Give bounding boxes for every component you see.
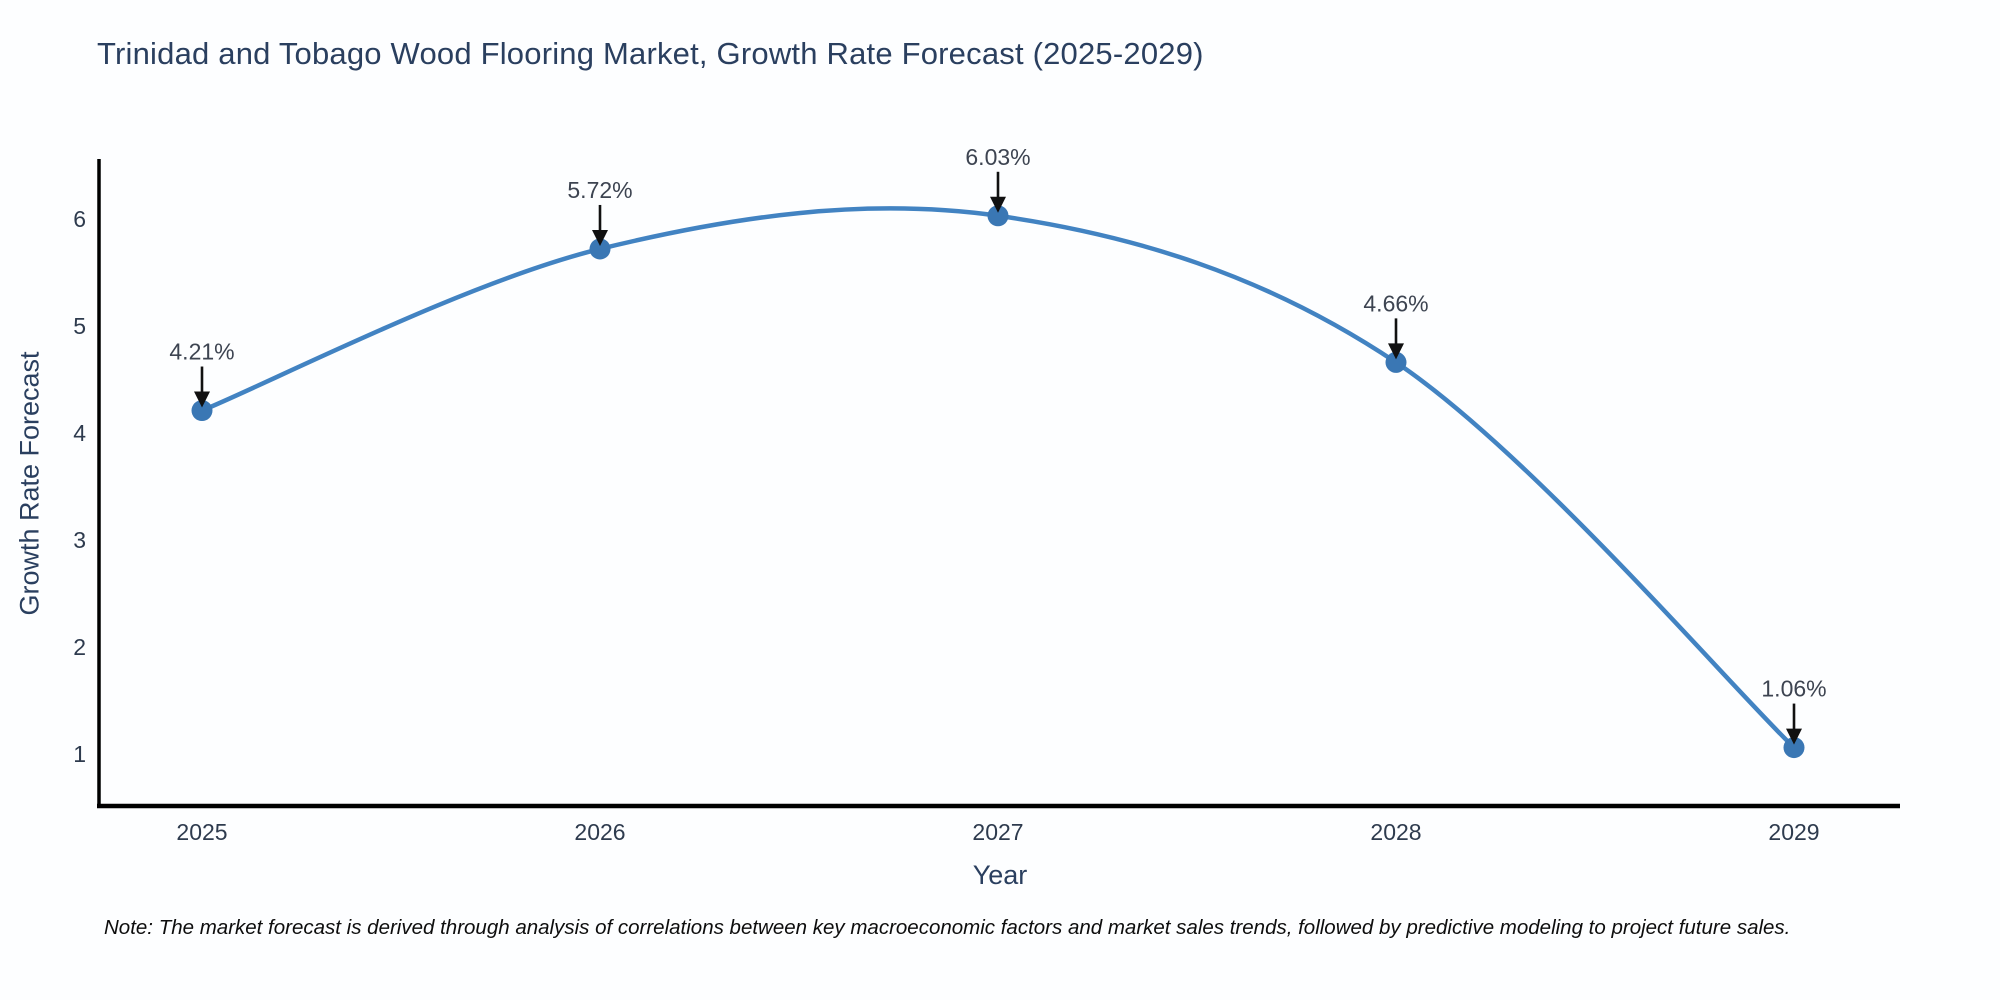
forecast-line [199, 206, 1797, 750]
annotation-arrow-head [592, 229, 608, 246]
annotation-arrow-head [194, 391, 210, 408]
x-tick-label: 2029 [1768, 819, 1819, 845]
data-point-label: 5.72% [567, 177, 632, 203]
y-tick-label: 6 [73, 206, 86, 232]
data-point-marker[interactable] [987, 205, 1009, 227]
data-point-marker[interactable] [1385, 351, 1407, 373]
data-point-label: 4.66% [1363, 290, 1428, 316]
data-point-label: 4.21% [169, 339, 234, 365]
annotation-arrow-head [1388, 343, 1404, 360]
x-tick-label: 2025 [176, 819, 227, 845]
x-tick-label: 2027 [972, 819, 1023, 845]
footnote: Note: The market forecast is derived thr… [104, 916, 1791, 939]
annotation-arrow-head [990, 196, 1006, 213]
data-point-marker[interactable] [1783, 737, 1805, 759]
x-tick-label: 2026 [574, 819, 625, 845]
data-point-label: 6.03% [965, 144, 1030, 170]
x-axis-title: Year [972, 860, 1028, 890]
annotation-arrow-head [1786, 728, 1802, 745]
y-tick-label: 3 [73, 527, 86, 553]
y-tick-label: 4 [73, 420, 86, 446]
y-tick-label: 1 [73, 741, 86, 767]
y-tick-label: 5 [73, 313, 86, 339]
data-point-marker[interactable] [589, 238, 611, 260]
chart-title: Trinidad and Tobago Wood Flooring Market… [97, 36, 1204, 71]
y-tick-label: 2 [73, 634, 86, 660]
data-point-label: 1.06% [1761, 676, 1826, 702]
x-tick-label: 2028 [1370, 819, 1421, 845]
data-point-marker[interactable] [191, 400, 213, 422]
